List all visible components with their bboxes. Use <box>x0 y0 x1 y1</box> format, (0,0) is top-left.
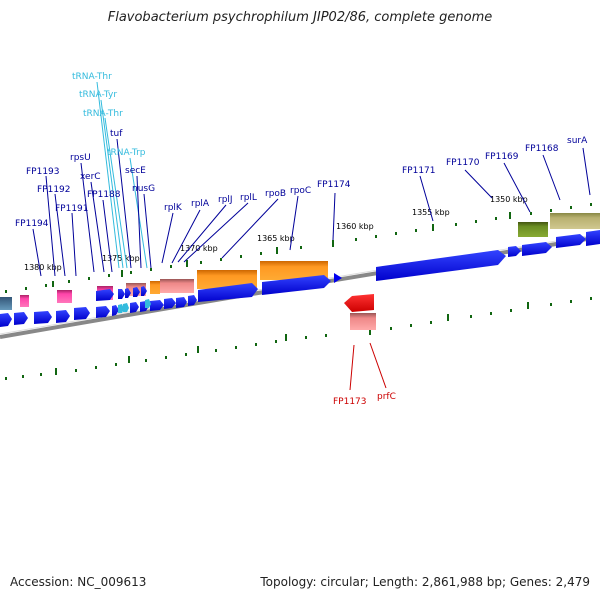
gene-label-rplA: rplA <box>191 199 210 209</box>
scale-label-1365: 1365 kbp <box>257 234 295 243</box>
gene-label-FP1171: FP1171 <box>402 166 436 176</box>
gene-label-FP1192: FP1192 <box>37 185 71 195</box>
gene-label-secE: secE <box>125 166 146 176</box>
gene-label-lines <box>32 138 591 277</box>
upper-scale-track <box>5 203 592 293</box>
gene-block-FP1173 <box>350 313 376 330</box>
gene-label-FP1168: FP1168 <box>525 144 559 154</box>
gene-block-olive <box>518 222 548 237</box>
gene-label-rplK: rplK <box>164 203 183 213</box>
gene-label-rpoC: rpoC <box>290 186 311 196</box>
upper-gene-track <box>0 213 600 310</box>
gene-label-xerC: xerC <box>80 172 101 182</box>
forward-strand-arrows <box>96 230 600 302</box>
scale-label-1380: 1380 kbp <box>24 263 62 272</box>
genome-summary-text: Topology: circular; Length: 2,861,988 bp… <box>260 575 590 589</box>
gene-label-rplL: rplL <box>240 193 257 203</box>
gene-label-FP1174: FP1174 <box>317 180 351 190</box>
trna-label-trp: tRNA-Trp <box>107 148 146 158</box>
trna-arrows <box>118 299 151 313</box>
gene-label-FP1194: FP1194 <box>15 219 49 229</box>
gene-label-tuf: tuf <box>110 129 123 139</box>
gene-block-pink <box>20 295 29 307</box>
scale-label-1350: 1350 kbp <box>490 195 528 204</box>
gene-block-orange-rpoB <box>197 270 257 289</box>
accession-text: Accession: NC_009613 <box>10 575 147 589</box>
map-title: Flavobacterium psychrophilum JIP02/86, c… <box>107 10 493 25</box>
gene-label-surA: surA <box>567 136 588 146</box>
gene-label-FP1193: FP1193 <box>26 167 60 177</box>
gene-block-pink <box>57 290 72 303</box>
gene-block-orange-rpoC <box>260 261 328 280</box>
gene-block-steel <box>0 297 12 310</box>
gene-label-FP1170: FP1170 <box>446 158 480 168</box>
scale-label-1375: 1375 kbp <box>102 254 140 263</box>
gene-label-FP1173: FP1173 <box>333 397 367 407</box>
gene-arrow-prfC <box>344 294 374 312</box>
scale-label-1360: 1360 kbp <box>336 222 374 231</box>
gene-label-rpoB: rpoB <box>265 189 286 199</box>
gene-block-orange <box>150 281 160 294</box>
gene-block-salmon <box>160 279 194 293</box>
trna-label-tyr: tRNA-Tyr <box>79 90 117 100</box>
gene-label-nusG: nusG <box>132 184 155 194</box>
lower-scale-track <box>5 297 592 380</box>
gene-label-prfC: prfC <box>377 392 396 402</box>
trna-label-thr-2: tRNA-Thr <box>83 109 123 119</box>
gene-block-khaki <box>550 213 600 229</box>
gene-label-FP1188: FP1188 <box>87 190 121 200</box>
gene-label-rpsU: rpsU <box>70 153 91 163</box>
lower-gene-track <box>344 294 376 330</box>
reverse-strand-arrows <box>0 295 197 327</box>
gene-label-FP1169: FP1169 <box>485 152 519 162</box>
gene-arrow-blue <box>334 273 342 283</box>
gene-label-FP1191: FP1191 <box>55 204 89 214</box>
gene-label-rplJ: rplJ <box>218 195 233 205</box>
trna-label-thr-1: tRNA-Thr <box>72 72 112 82</box>
gene-label-lines-bottom <box>349 342 387 391</box>
